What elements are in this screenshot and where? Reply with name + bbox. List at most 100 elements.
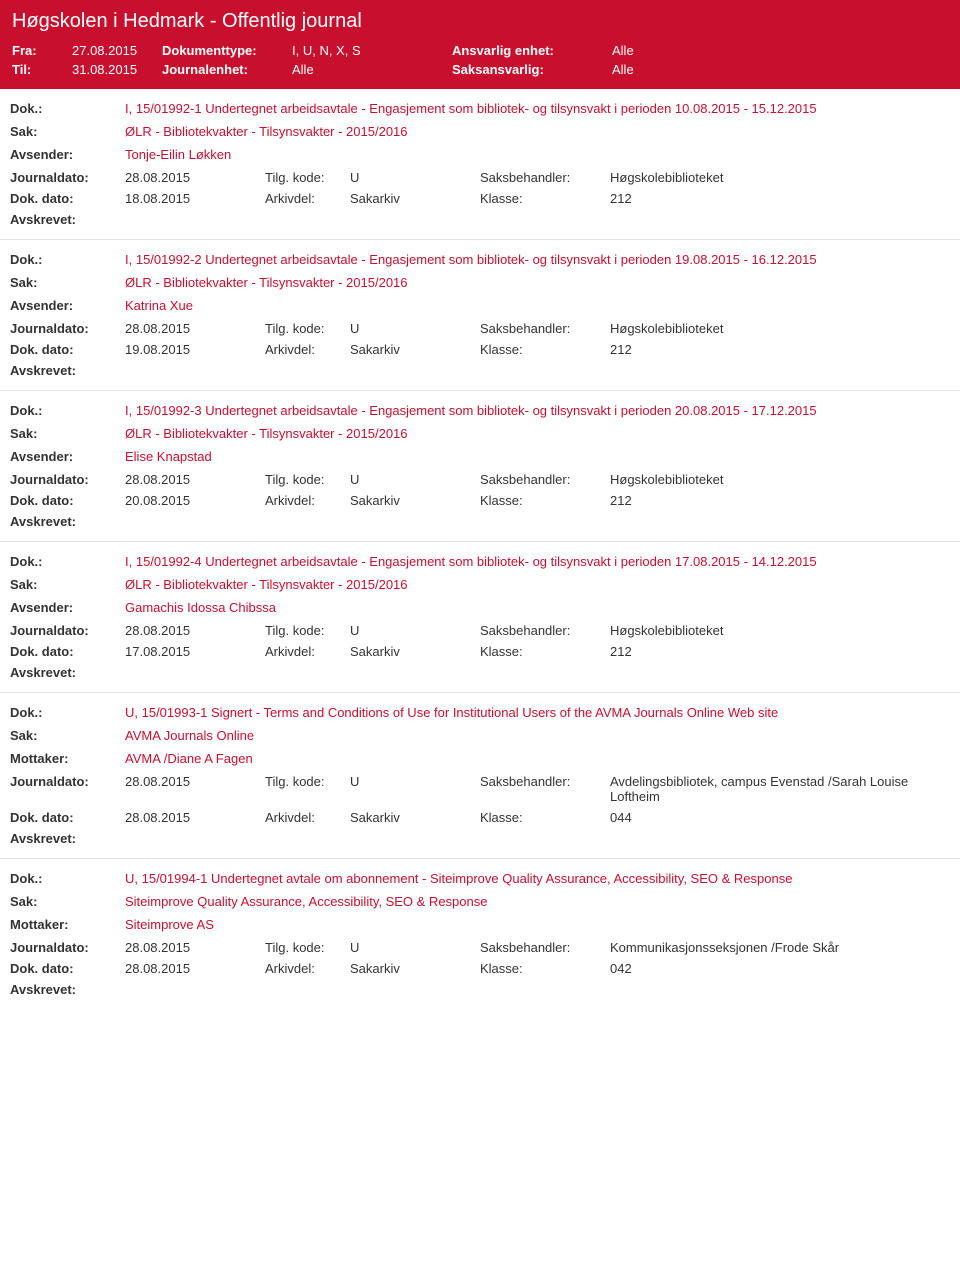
dok-value[interactable]: I, 15/01992-2 Undertegnet arbeidsavtale … [125, 252, 817, 267]
report-title: Høgskolen i Hedmark - Offentlig journal [12, 10, 948, 33]
til-label: Til: [12, 62, 72, 77]
saksbehandler-label: Saksbehandler: [480, 170, 610, 185]
avskrevet-label: Avskrevet: [10, 514, 125, 529]
tilgkode-label: Tilg. kode: [265, 940, 350, 955]
dok-value[interactable]: U, 15/01993-1 Signert - Terms and Condit… [125, 705, 778, 720]
saksansvarlig-label: Saksansvarlig: [452, 62, 612, 77]
dok-value[interactable]: I, 15/01992-1 Undertegnet arbeidsavtale … [125, 101, 817, 116]
journaldato-value: 28.08.2015 [125, 321, 265, 336]
klasse-value: 042 [610, 961, 950, 976]
avskrevet-label: Avskrevet: [10, 212, 125, 227]
dokdato-value: 17.08.2015 [125, 644, 265, 659]
ansvarlig-label: Ansvarlig enhet: [452, 43, 612, 58]
arkivdel-value: Sakarkiv [350, 493, 480, 508]
saksbehandler-label: Saksbehandler: [480, 774, 610, 789]
dokdato-label: Dok. dato: [10, 191, 125, 206]
journal-entry: Dok.:I, 15/01992-3 Undertegnet arbeidsav… [0, 391, 960, 542]
avskrevet-label: Avskrevet: [10, 363, 125, 378]
dok-value[interactable]: U, 15/01994-1 Undertegnet avtale om abon… [125, 871, 792, 886]
sak-value[interactable]: ØLR - Bibliotekvakter - Tilsynsvakter - … [125, 426, 408, 441]
klasse-label: Klasse: [480, 342, 610, 357]
fra-label: Fra: [12, 43, 72, 58]
arkivdel-label: Arkivdel: [265, 644, 350, 659]
klasse-value: 212 [610, 644, 950, 659]
dokdato-value: 20.08.2015 [125, 493, 265, 508]
klasse-label: Klasse: [480, 493, 610, 508]
party-label: Avsender: [10, 147, 125, 162]
sak-value[interactable]: ØLR - Bibliotekvakter - Tilsynsvakter - … [125, 577, 408, 592]
sak-value[interactable]: Siteimprove Quality Assurance, Accessibi… [125, 894, 487, 909]
sak-value[interactable]: AVMA Journals Online [125, 728, 254, 743]
tilgkode-label: Tilg. kode: [265, 321, 350, 336]
sak-label: Sak: [10, 728, 125, 743]
journaldato-label: Journaldato: [10, 321, 125, 336]
doktype-label: Dokumenttype: [162, 43, 292, 58]
journal-entry: Dok.:U, 15/01994-1 Undertegnet avtale om… [0, 859, 960, 1009]
saksbehandler-value: Høgskolebiblioteket [610, 472, 950, 487]
dokdato-label: Dok. dato: [10, 342, 125, 357]
sak-label: Sak: [10, 894, 125, 909]
sak-label: Sak: [10, 124, 125, 139]
tilgkode-label: Tilg. kode: [265, 472, 350, 487]
tilgkode-value: U [350, 940, 480, 955]
sak-label: Sak: [10, 426, 125, 441]
dokdato-value: 18.08.2015 [125, 191, 265, 206]
arkivdel-value: Sakarkiv [350, 342, 480, 357]
party-label: Avsender: [10, 600, 125, 615]
dokdato-label: Dok. dato: [10, 810, 125, 825]
saksbehandler-value: Avdelingsbibliotek, campus Evenstad /Sar… [610, 774, 950, 804]
til-value: 31.08.2015 [72, 62, 162, 77]
dok-label: Dok.: [10, 705, 125, 720]
dok-label: Dok.: [10, 403, 125, 418]
tilgkode-label: Tilg. kode: [265, 170, 350, 185]
sak-value[interactable]: ØLR - Bibliotekvakter - Tilsynsvakter - … [125, 124, 408, 139]
klasse-label: Klasse: [480, 961, 610, 976]
journaldato-value: 28.08.2015 [125, 623, 265, 638]
journalenhet-label: Journalenhet: [162, 62, 292, 77]
journaldato-label: Journaldato: [10, 940, 125, 955]
arkivdel-label: Arkivdel: [265, 342, 350, 357]
klasse-value: 044 [610, 810, 950, 825]
journaldato-label: Journaldato: [10, 472, 125, 487]
dok-label: Dok.: [10, 101, 125, 116]
saksbehandler-label: Saksbehandler: [480, 472, 610, 487]
party-label: Mottaker: [10, 917, 125, 932]
klasse-label: Klasse: [480, 810, 610, 825]
tilgkode-label: Tilg. kode: [265, 774, 350, 789]
tilgkode-value: U [350, 472, 480, 487]
saksbehandler-label: Saksbehandler: [480, 940, 610, 955]
fra-value: 27.08.2015 [72, 43, 162, 58]
arkivdel-value: Sakarkiv [350, 961, 480, 976]
dokdato-value: 28.08.2015 [125, 961, 265, 976]
dok-value[interactable]: I, 15/01992-4 Undertegnet arbeidsavtale … [125, 554, 817, 569]
journaldato-label: Journaldato: [10, 623, 125, 638]
tilgkode-label: Tilg. kode: [265, 623, 350, 638]
tilgkode-value: U [350, 170, 480, 185]
avskrevet-label: Avskrevet: [10, 665, 125, 680]
journal-entry: Dok.:I, 15/01992-4 Undertegnet arbeidsav… [0, 542, 960, 693]
party-value: Elise Knapstad [125, 449, 212, 464]
saksbehandler-label: Saksbehandler: [480, 623, 610, 638]
journaldato-value: 28.08.2015 [125, 472, 265, 487]
report-header: Høgskolen i Hedmark - Offentlig journal … [0, 0, 960, 89]
journal-entry: Dok.:I, 15/01992-1 Undertegnet arbeidsav… [0, 89, 960, 240]
journaldato-value: 28.08.2015 [125, 170, 265, 185]
entries-list: Dok.:I, 15/01992-1 Undertegnet arbeidsav… [0, 89, 960, 1009]
dok-label: Dok.: [10, 554, 125, 569]
journal-entry: Dok.:U, 15/01993-1 Signert - Terms and C… [0, 693, 960, 859]
arkivdel-label: Arkivdel: [265, 810, 350, 825]
avskrevet-label: Avskrevet: [10, 982, 125, 997]
sak-value[interactable]: ØLR - Bibliotekvakter - Tilsynsvakter - … [125, 275, 408, 290]
klasse-value: 212 [610, 493, 950, 508]
journal-entry: Dok.:I, 15/01992-2 Undertegnet arbeidsav… [0, 240, 960, 391]
dokdato-label: Dok. dato: [10, 493, 125, 508]
tilgkode-value: U [350, 321, 480, 336]
arkivdel-value: Sakarkiv [350, 191, 480, 206]
arkivdel-value: Sakarkiv [350, 644, 480, 659]
header-row-2: Til: 31.08.2015 Journalenhet: Alle Saksa… [12, 62, 948, 77]
arkivdel-label: Arkivdel: [265, 493, 350, 508]
header-row-1: Fra: 27.08.2015 Dokumenttype: I, U, N, X… [12, 43, 948, 58]
journaldato-value: 28.08.2015 [125, 774, 265, 789]
arkivdel-label: Arkivdel: [265, 191, 350, 206]
dok-value[interactable]: I, 15/01992-3 Undertegnet arbeidsavtale … [125, 403, 817, 418]
